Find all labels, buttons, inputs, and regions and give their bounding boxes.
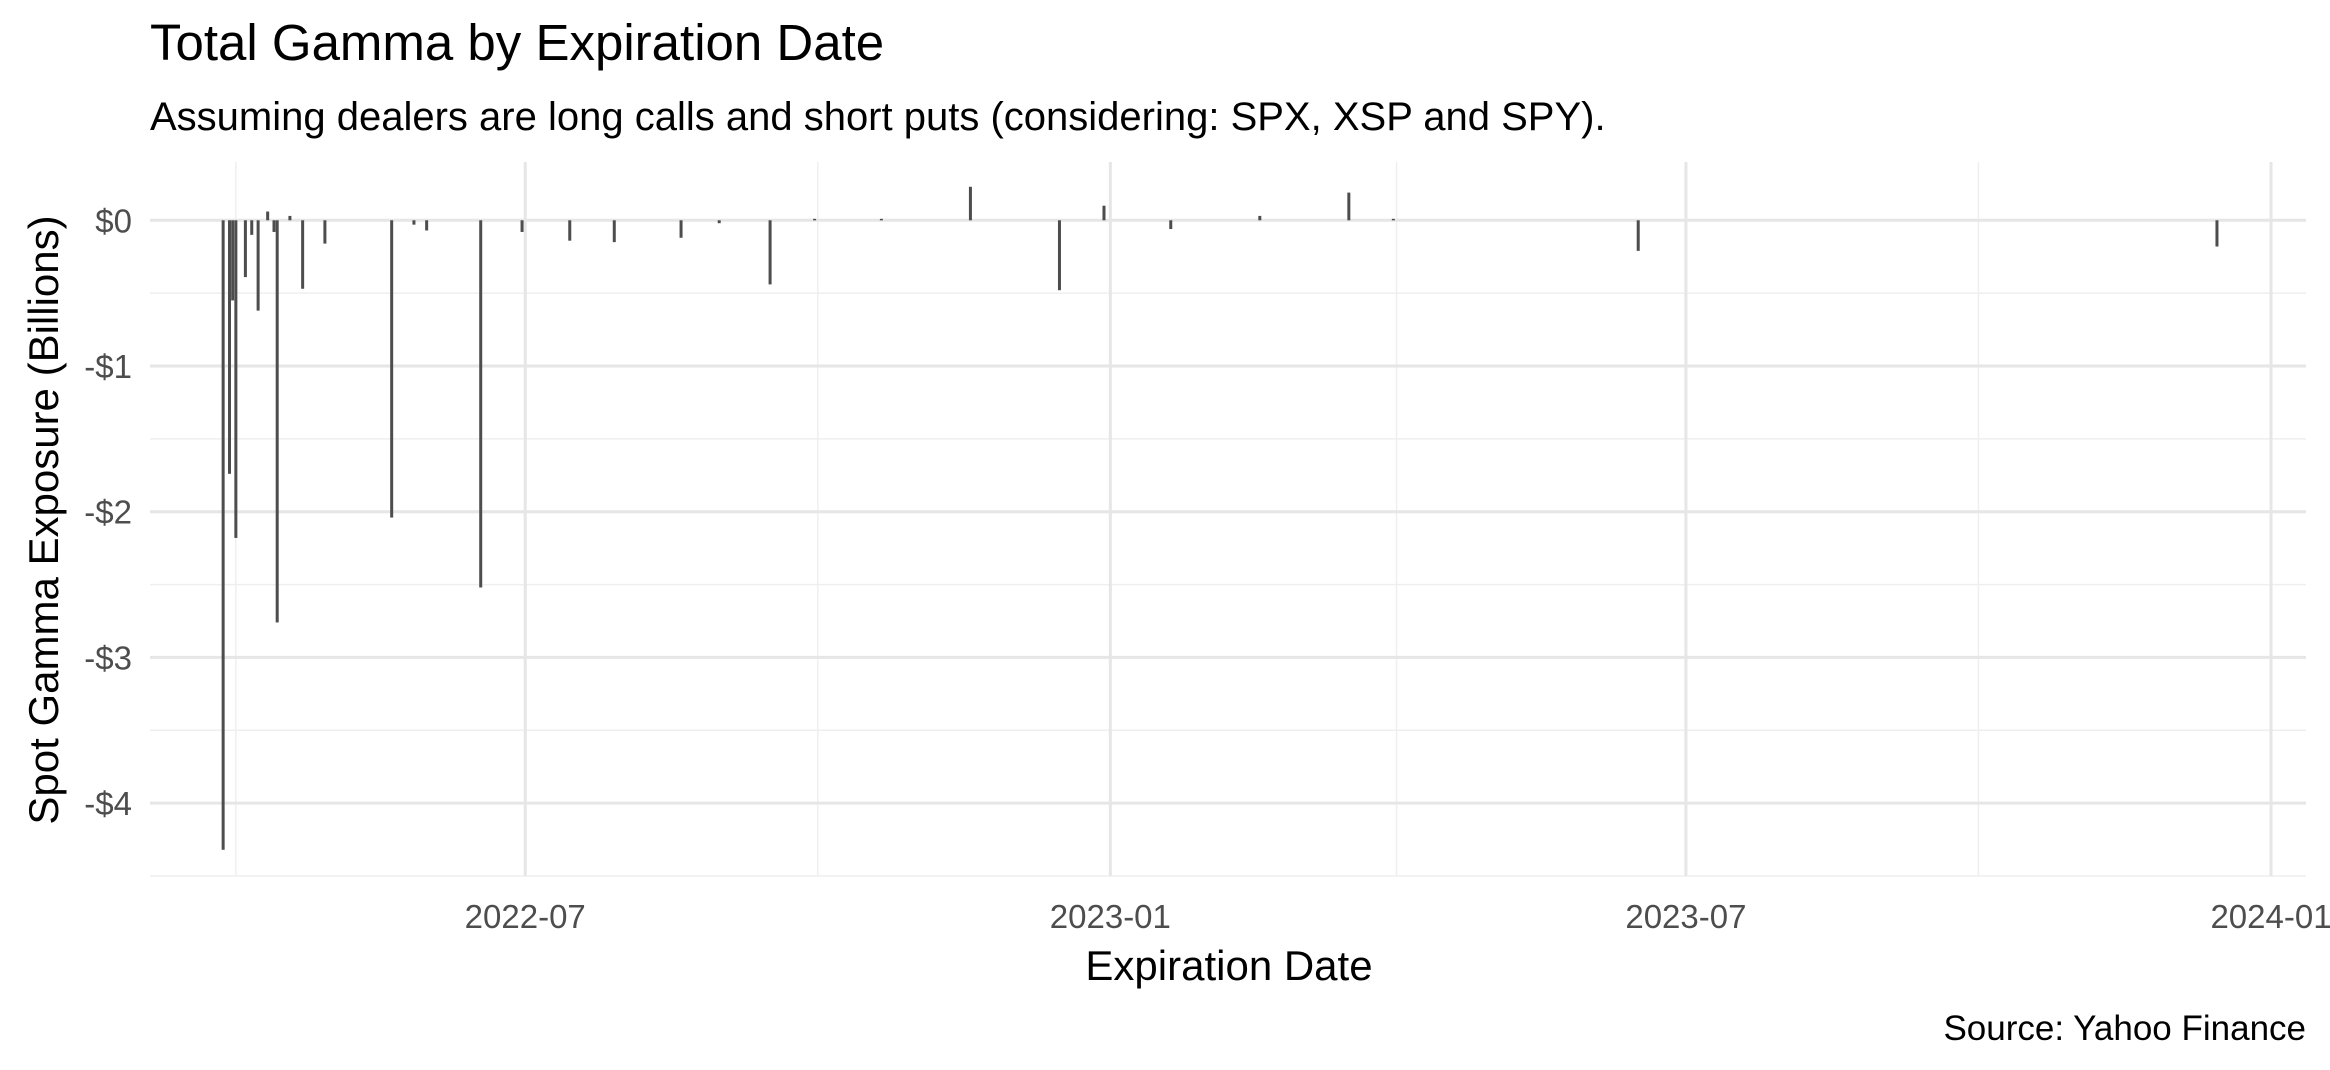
bar (221, 220, 225, 850)
bar (275, 220, 279, 623)
x-tick-label: 2024-01 (2210, 898, 2330, 935)
bar (568, 220, 572, 241)
bar (234, 220, 238, 538)
x-axis-label: Expiration Date (1085, 942, 1372, 989)
y-tick-label: -$3 (84, 639, 132, 676)
y-tick-label: -$4 (84, 785, 132, 822)
bar (243, 220, 247, 278)
y-tick-label: -$2 (84, 494, 132, 531)
bar (256, 220, 260, 311)
bar (301, 220, 305, 289)
bar (231, 220, 235, 301)
bars-layer (221, 186, 2219, 850)
bar (1102, 205, 1106, 221)
bar (2215, 220, 2219, 247)
y-tick-label: -$1 (84, 348, 132, 385)
bar (412, 220, 416, 225)
bar (272, 220, 276, 232)
bar (679, 220, 683, 238)
bar (227, 220, 231, 474)
bar (390, 220, 394, 518)
chart-subtitle: Assuming dealers are long calls and shor… (150, 95, 1606, 139)
bar (717, 220, 721, 224)
bar (612, 220, 616, 243)
bar (1347, 192, 1351, 221)
bar (266, 211, 270, 221)
bar (813, 218, 817, 221)
x-tick-label: 2022-07 (465, 898, 586, 935)
y-tick-label: $0 (95, 202, 132, 239)
bar (425, 220, 429, 231)
axis-layer: $0 -$1 -$2 -$3 -$4 2022-07 2023-01 2023-07 2024-… (84, 202, 2330, 935)
source-caption: Source: Yahoo Finance (1943, 1009, 2306, 1048)
bar (768, 220, 772, 285)
bar (968, 186, 972, 221)
bar (520, 220, 524, 232)
x-tick-label: 2023-07 (1625, 898, 1746, 935)
y-axis-label: Spot Gamma Exposure (Billions) (20, 215, 67, 824)
chart-title: Total Gamma by Expiration Date (150, 14, 884, 71)
bar (1169, 220, 1173, 230)
grid-layer (150, 162, 2306, 877)
bar (250, 220, 254, 235)
x-tick-label: 2023-01 (1050, 898, 1171, 935)
bar (879, 218, 883, 221)
bar (288, 215, 292, 221)
bar (323, 220, 327, 244)
bar (1057, 220, 1061, 291)
bar (1636, 220, 1640, 251)
bar (1391, 218, 1395, 221)
bar (1258, 215, 1262, 221)
bar (479, 220, 483, 588)
